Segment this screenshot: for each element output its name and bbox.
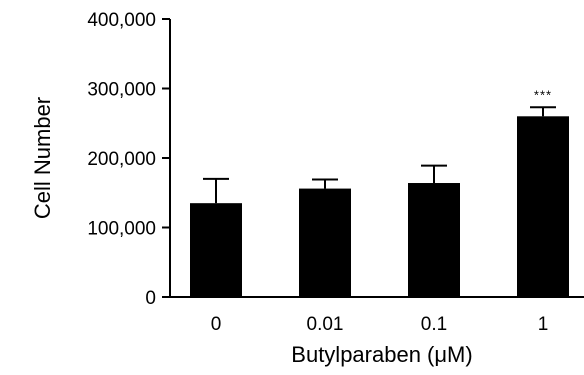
x-tick-label: 0.1 — [421, 314, 447, 335]
y-tick-label: 200,000 — [87, 149, 156, 170]
y-tick-label: 300,000 — [87, 80, 156, 101]
significance-markers: *** — [534, 87, 552, 102]
significance-label: *** — [534, 87, 552, 102]
y-tick-label: 400,000 — [87, 10, 156, 31]
x-ticks: 0 0.01 0.1 1 — [211, 314, 549, 335]
x-tick-label: 0.01 — [307, 314, 344, 335]
y-tick-label: 100,000 — [87, 219, 156, 240]
x-tick-label: 0 — [211, 314, 222, 335]
bar — [299, 188, 351, 297]
x-tick-label: 1 — [538, 314, 549, 335]
error-bars — [203, 106, 556, 204]
bar — [190, 203, 242, 297]
bar — [408, 183, 460, 297]
x-axis-title: Butylparaben (μM) — [291, 342, 472, 367]
y-ticks: 0 100,000 200,000 300,000 400,000 — [87, 10, 170, 309]
y-axis-title: Cell Number — [30, 97, 55, 219]
bars — [190, 116, 569, 297]
bar — [517, 116, 569, 297]
y-tick-label: 0 — [145, 288, 156, 309]
